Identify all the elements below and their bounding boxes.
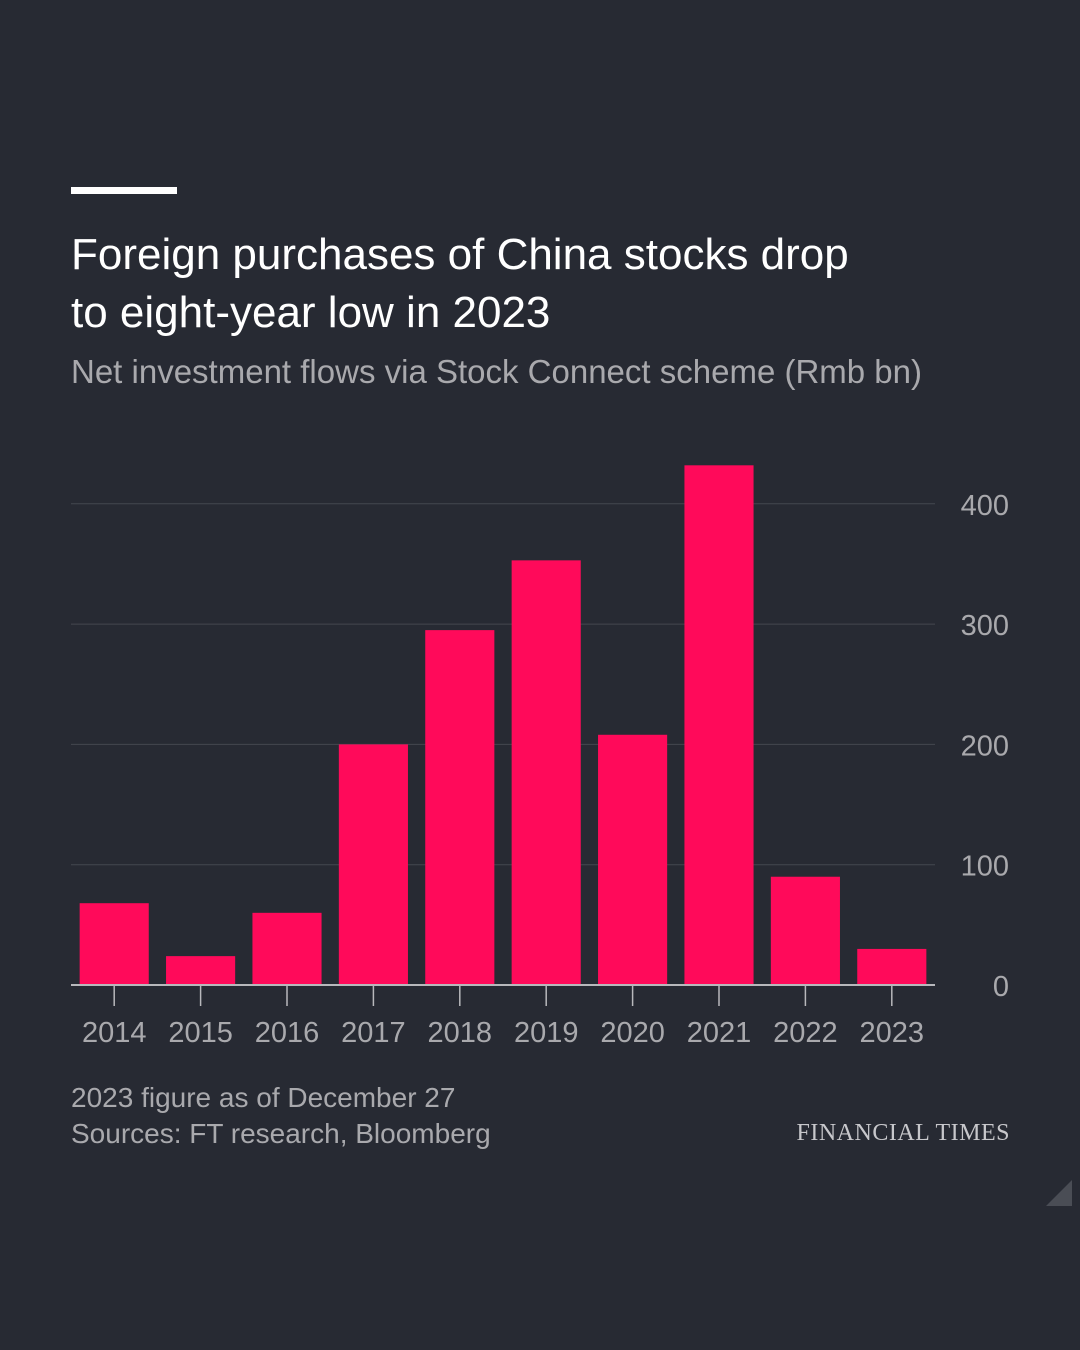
x-tick-label-2022: 2022	[773, 1017, 838, 1049]
bar-chart: 0 100 200 300 400 2014 2015 2016 2017 2018 2019 202…	[71, 465, 1009, 1049]
bar-2018	[425, 630, 495, 985]
x-tick-label-2020: 2020	[600, 1017, 665, 1049]
corner-fold-icon	[1046, 1180, 1072, 1206]
chart-subtitle: Net investment flows via Stock Connect s…	[71, 353, 922, 390]
bar-2016	[252, 912, 322, 985]
chart-title-line-2: to eight-year low in 2023	[71, 288, 551, 337]
bar-2022	[770, 876, 840, 985]
bar-2017	[338, 744, 408, 985]
y-tick-label-200: 200	[961, 730, 1009, 762]
x-tick-label-2018: 2018	[428, 1017, 493, 1049]
bar-2015	[166, 956, 236, 985]
y-tick-label-400: 400	[961, 490, 1009, 522]
header-accent-rule	[71, 187, 177, 194]
x-tick-label-2016: 2016	[255, 1017, 320, 1049]
figure-note: 2023 figure as of December 27	[71, 1082, 456, 1113]
bar-2014	[79, 903, 149, 985]
chart-title: Foreign purchases of China stocks drop t…	[71, 226, 971, 342]
x-tick-label-2017: 2017	[341, 1017, 406, 1049]
y-tick-label-0: 0	[993, 971, 1009, 1003]
chart-notes: 2023 figure as of December 27 Sources: F…	[71, 1080, 491, 1152]
bar-2021	[684, 465, 754, 986]
x-tick-label-2014: 2014	[82, 1017, 147, 1049]
x-tick-label-2015: 2015	[168, 1017, 233, 1049]
x-tick-label-2021: 2021	[687, 1017, 752, 1049]
ft-brand-logo: FINANCIAL TIMES	[796, 1120, 1010, 1146]
bar-2019	[511, 560, 581, 985]
bar-2023	[857, 948, 927, 985]
chart-title-line-1: Foreign purchases of China stocks drop	[71, 230, 849, 279]
bar-2020	[598, 734, 668, 985]
y-tick-label-300: 300	[961, 610, 1009, 642]
x-tick-label-2023: 2023	[860, 1017, 925, 1049]
sources-note: Sources: FT research, Bloomberg	[71, 1118, 491, 1149]
x-tick-label-2019: 2019	[514, 1017, 579, 1049]
y-tick-label-100: 100	[961, 851, 1009, 883]
